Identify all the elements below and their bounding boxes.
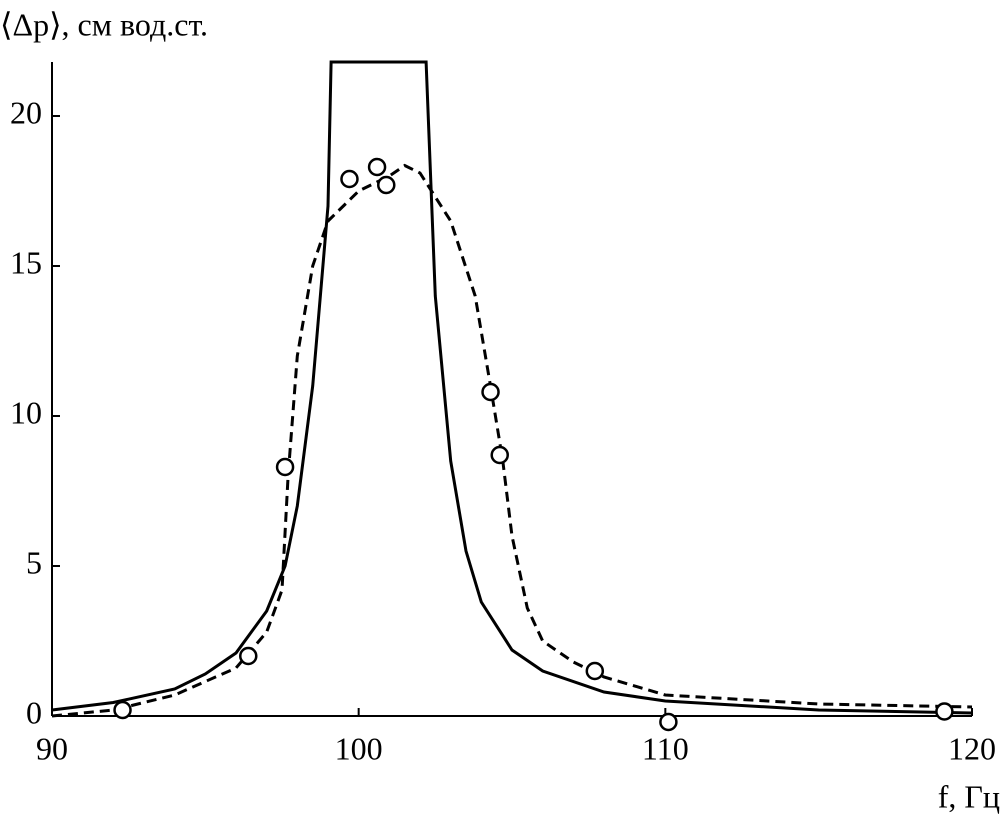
- data-point: [340, 169, 359, 189]
- data-point: [490, 445, 509, 465]
- x-tick-label: 110: [642, 730, 689, 766]
- data-point: [585, 661, 605, 681]
- y-axis-label: ⟨Δp⟩, см вод.ст.: [0, 6, 208, 42]
- curve-solid: [51, 60, 973, 715]
- x-tick-label: 100: [335, 730, 383, 766]
- data-point: [377, 175, 396, 195]
- data-point: [367, 157, 387, 177]
- x-tick-label: 120: [948, 730, 996, 766]
- data-point: [659, 712, 678, 732]
- x-tick-label: 90: [36, 730, 68, 766]
- y-tick-label: 20: [10, 94, 42, 130]
- data-point: [275, 457, 295, 477]
- y-tick-label: 10: [10, 394, 42, 430]
- y-tick-label: 15: [10, 244, 42, 280]
- data-point: [239, 646, 258, 666]
- y-tick-label: 0: [26, 694, 42, 730]
- data-point: [935, 702, 954, 721]
- curve-dashed: [51, 163, 973, 718]
- x-axis-label: f, Гц: [938, 778, 1000, 814]
- data-point: [113, 700, 132, 720]
- y-tick-label: 5: [26, 544, 42, 580]
- data-point: [481, 382, 500, 402]
